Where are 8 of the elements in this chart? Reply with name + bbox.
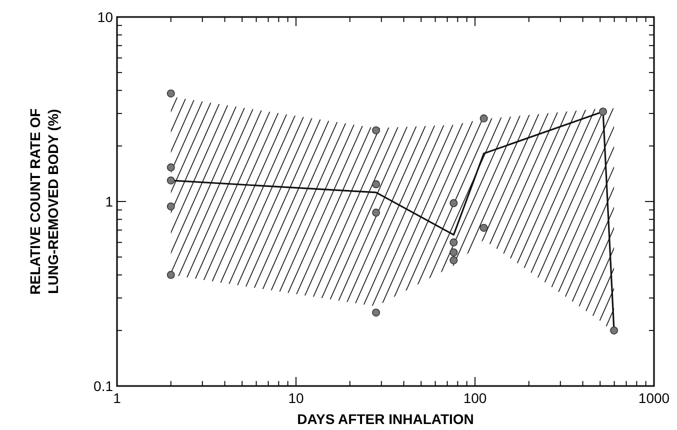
x-tick-label: 100 bbox=[463, 390, 487, 406]
x-axis-title: DAYS AFTER INHALATION bbox=[297, 411, 474, 427]
y-tick-label: 0.1 bbox=[94, 378, 114, 394]
x-tick-label: 10 bbox=[288, 390, 304, 406]
y-axis-title: RELATIVE COUNT RATE OF LUNG-REMOVED BODY (%) bbox=[27, 108, 61, 295]
y-tick-label: 10 bbox=[97, 9, 114, 25]
x-tick-label: 1000 bbox=[638, 390, 670, 406]
y-tick-label: 1 bbox=[105, 194, 114, 210]
